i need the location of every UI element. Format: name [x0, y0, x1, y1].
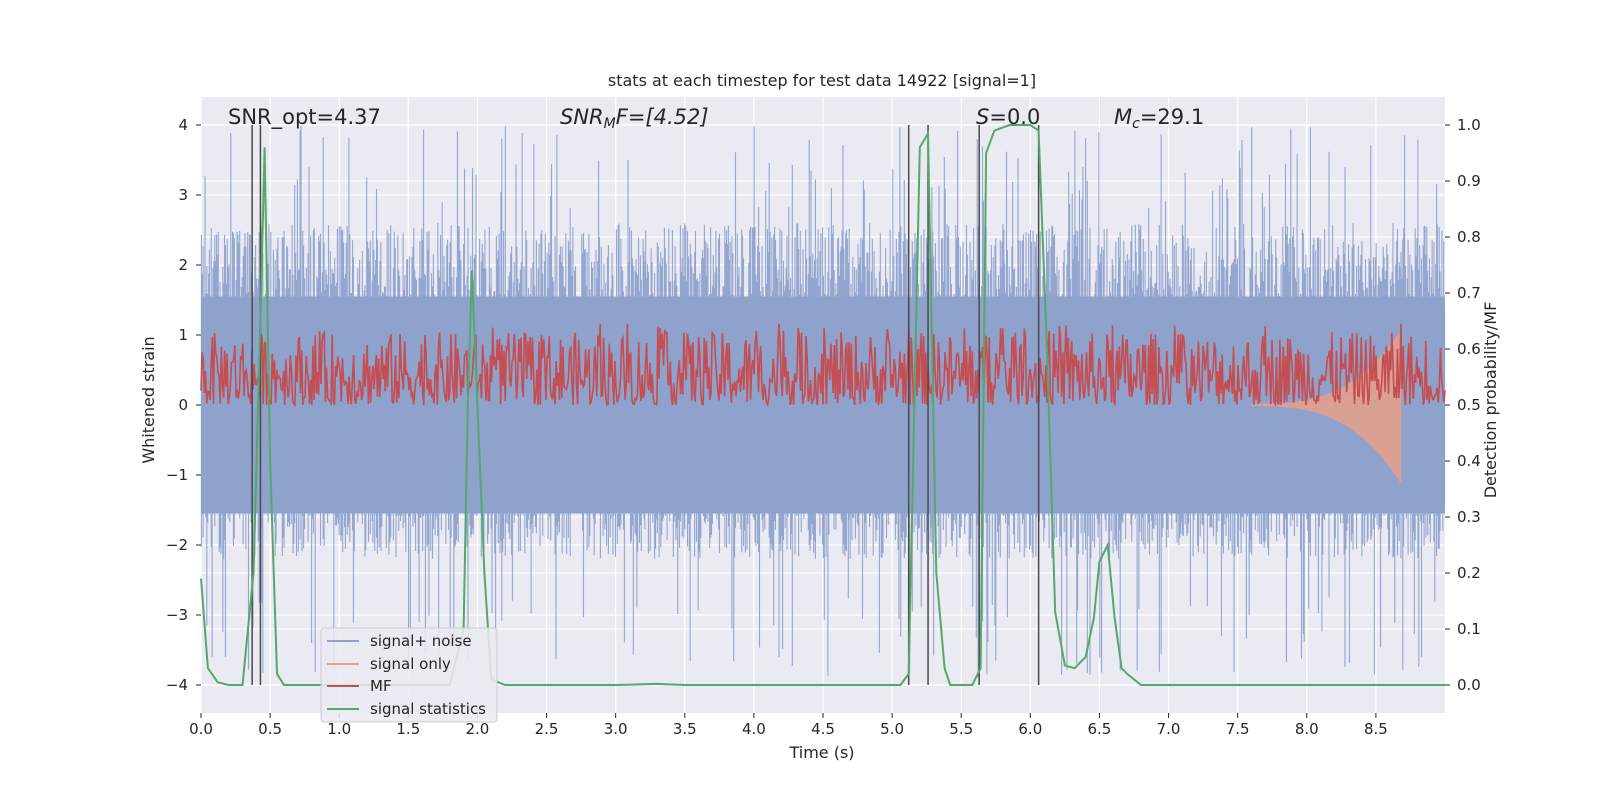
mc-annotation: Mc=29.1	[1114, 105, 1204, 132]
legend-box	[320, 627, 498, 723]
x-tick-label: 1.5	[396, 720, 420, 738]
y-tick-label: 1	[178, 326, 188, 344]
snr-mf-annotation: SNRMF=[4.52]	[560, 105, 709, 132]
x-tick-label: 3.0	[604, 720, 628, 738]
y-tick-label: −1	[166, 466, 188, 484]
legend-label-signal-noise: signal+ noise	[370, 632, 472, 650]
y-tick-label: 0	[178, 396, 188, 414]
x-tick-label: 5.5	[949, 720, 973, 738]
y-tick-label: 2	[178, 256, 188, 274]
x-tick-label: 4.5	[811, 720, 835, 738]
y2-tick-label: 0.4	[1457, 452, 1481, 470]
right-y-axis-ticks: 1.0 0.9 0.8 0.7 0.6 0.5 0.4 0.3 0.2 0.1 0.0	[1445, 116, 1481, 694]
y2-tick-label: 0.6	[1457, 340, 1481, 358]
x-tick-label: 2.0	[466, 720, 490, 738]
x-tick-label: 5.0	[880, 720, 904, 738]
x-axis-ticks: 0.0 0.5 1.0 1.5 2.0 2.5 3.0 3.5 4.0 4.5 5.0 5.5 6.0 6…	[189, 713, 1388, 738]
y-tick-label: 4	[178, 116, 188, 134]
signal-only-trace	[1250, 324, 1402, 483]
x-tick-label: 6.0	[1018, 720, 1042, 738]
x-tick-label: 1.0	[327, 720, 351, 738]
x-axis-label: Time (s)	[788, 743, 854, 762]
x-tick-label: 0.5	[258, 720, 282, 738]
y-tick-label: −4	[166, 676, 188, 694]
legend-label-signal-only: signal only	[370, 655, 451, 673]
snr-opt-annotation: SNR_opt=4.37	[228, 105, 381, 130]
vertical-markers	[251, 125, 1040, 685]
signal-statistics-series	[200, 124, 1445, 686]
y2-tick-label: 0.0	[1457, 676, 1481, 694]
x-tick-label: 4.0	[742, 720, 766, 738]
x-tick-label: 8.0	[1295, 720, 1319, 738]
signal-statistics-trace	[200, 124, 1445, 686]
y-tick-label: −2	[166, 536, 188, 554]
left-y-axis-label: Whitened strain	[139, 336, 158, 463]
legend-label-mf: MF	[370, 677, 392, 695]
mf-trace	[200, 323, 1446, 408]
signal-noise-series	[200, 125, 1446, 678]
mf-series	[200, 323, 1446, 408]
x-tick-label: 7.0	[1157, 720, 1181, 738]
y2-tick-label: 0.3	[1457, 508, 1481, 526]
signal-only-series	[1250, 324, 1402, 483]
left-y-axis-ticks: 4 3 2 1 0 −1 −2 −3 −4	[166, 116, 201, 694]
y2-tick-label: 0.5	[1457, 396, 1481, 414]
x-tick-label: 7.5	[1226, 720, 1250, 738]
legend-label-signal-statistics: signal statistics	[370, 700, 486, 718]
x-tick-label: 6.5	[1088, 720, 1112, 738]
y-tick-label: −3	[166, 606, 188, 624]
y-tick-label: 3	[178, 186, 188, 204]
y2-tick-label: 0.2	[1457, 564, 1481, 582]
y2-tick-label: 0.7	[1457, 284, 1481, 302]
signal-noise-core	[201, 296, 1445, 514]
right-y-axis-label: Detection probability/MF	[1481, 302, 1500, 499]
legend: signal+ noise signal only MF signal stat…	[320, 627, 498, 723]
x-tick-label: 3.5	[673, 720, 697, 738]
s-value-annotation: S=0.0	[976, 105, 1040, 129]
chart-title: stats at each timestep for test data 149…	[608, 71, 1036, 90]
x-tick-label: 8.5	[1364, 720, 1388, 738]
x-tick-label: 0.0	[189, 720, 213, 738]
x-tick-label: 2.5	[535, 720, 559, 738]
y2-tick-label: 0.8	[1457, 228, 1481, 246]
y2-tick-label: 1.0	[1457, 116, 1481, 134]
y2-tick-label: 0.9	[1457, 172, 1481, 190]
y2-tick-label: 0.1	[1457, 620, 1481, 638]
